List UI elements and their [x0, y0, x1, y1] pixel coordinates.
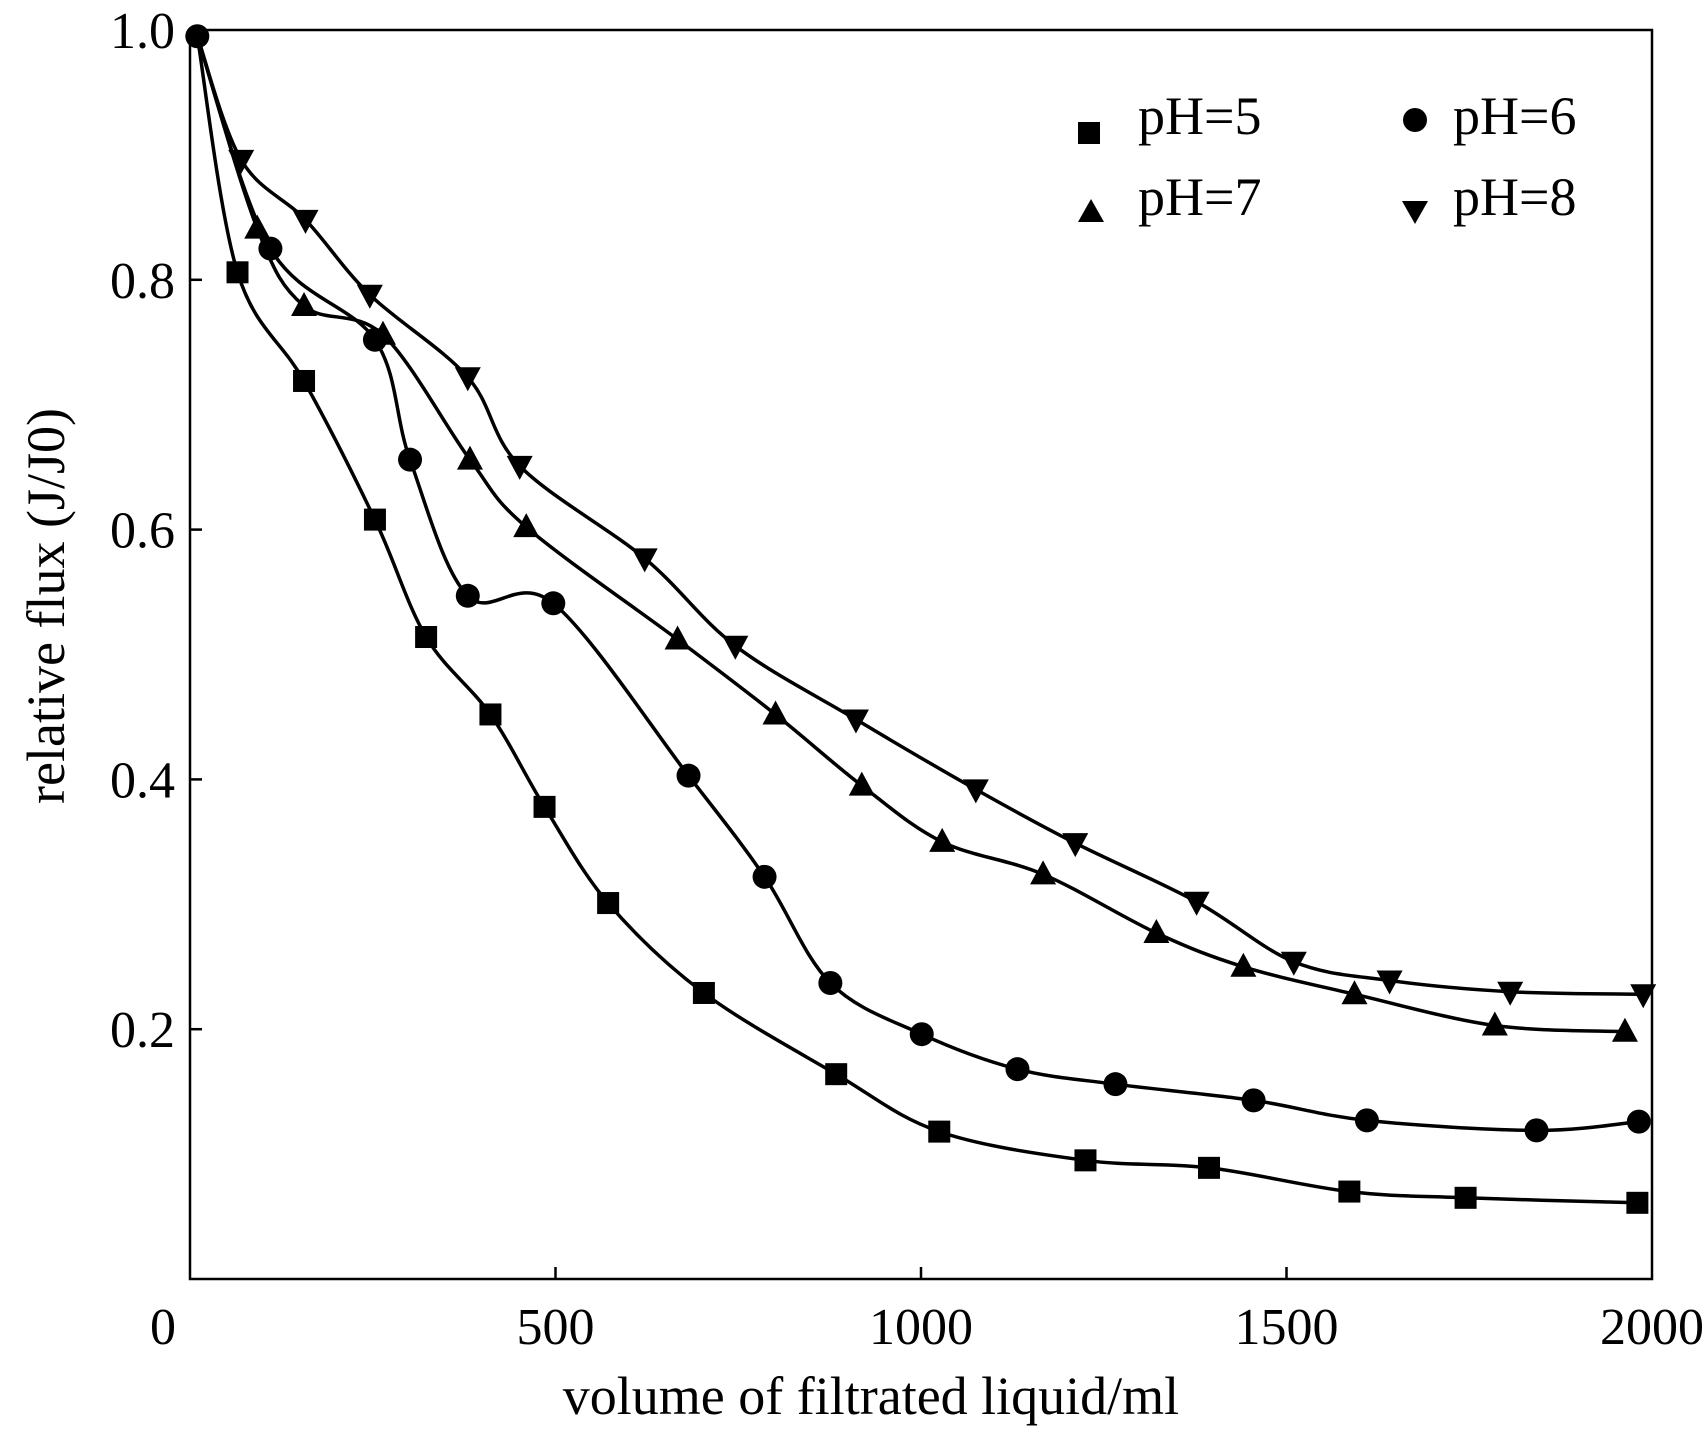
y-tick-label: 1.0 — [110, 3, 175, 60]
plot-frame — [188, 28, 1654, 1281]
square-marker-icon — [1078, 122, 1100, 144]
x-tick-label: 500 — [517, 1299, 595, 1356]
data-point-triangle-up — [848, 771, 875, 796]
data-point-square — [825, 1063, 848, 1086]
x-tick-label: 1000 — [869, 1299, 973, 1356]
data-point-circle — [676, 763, 701, 788]
data-point-square — [226, 261, 249, 284]
data-point-square — [1338, 1180, 1361, 1203]
data-point-triangle-down — [292, 209, 319, 234]
data-point-square — [293, 369, 316, 392]
data-point-triangle-up — [369, 320, 396, 345]
data-point-triangle-up — [1143, 919, 1170, 944]
data-point-triangle-down — [842, 709, 869, 734]
data-point-circle — [752, 864, 777, 889]
data-point-square — [479, 703, 502, 726]
data-point-triangle-up — [1030, 860, 1057, 885]
data-point-square — [1074, 1149, 1097, 1172]
data-point-triangle-down — [1062, 833, 1089, 858]
data-point-triangle-up — [1481, 1011, 1508, 1036]
data-point-triangle-down — [1630, 984, 1657, 1009]
data-point-triangle-down — [1497, 981, 1524, 1006]
data-point-triangle-down — [356, 284, 383, 309]
y-tick-label: 0.2 — [110, 1002, 175, 1059]
legend-label: pH=5 — [1138, 86, 1261, 146]
data-point-triangle-down — [722, 635, 749, 660]
axis-ticks: 0 500 1000 1500 2000 0.2 0.4 0.6 0.8 1.0 — [110, 3, 1704, 1356]
data-point-triangle-down — [1280, 951, 1307, 976]
x-tick-label: 0 — [150, 1299, 176, 1356]
data-point-square — [928, 1120, 951, 1143]
data-point-square — [533, 795, 556, 818]
data-point-triangle-up — [244, 214, 271, 239]
y-tick-label: 0.8 — [110, 253, 175, 310]
data-point-triangle-up — [762, 700, 789, 725]
data-point-triangle-up — [1230, 952, 1257, 977]
data-point-circle — [818, 970, 843, 995]
triangle-up-marker-icon — [1078, 199, 1104, 222]
legend-item-ph6: pH=6 — [1403, 86, 1576, 146]
series-line — [195, 34, 1627, 1034]
data-point-square — [1454, 1186, 1477, 1209]
data-point-circle — [398, 447, 423, 472]
data-point-triangle-up — [456, 445, 483, 470]
data-point-triangle-down — [1183, 891, 1210, 916]
x-tick-label: 2000 — [1600, 1299, 1704, 1356]
legend-item-ph5: pH=5 — [1078, 86, 1261, 146]
data-point-triangle-up — [929, 827, 956, 852]
data-point-circle — [1524, 1118, 1549, 1143]
data-point-circle — [1354, 1108, 1379, 1133]
data-point-circle — [1241, 1088, 1266, 1113]
data-point-triangle-down — [506, 455, 533, 480]
data-point-triangle-down — [631, 548, 658, 573]
data-point-square — [415, 626, 438, 649]
series-line — [195, 34, 1645, 996]
x-tick-label: 1500 — [1235, 1299, 1339, 1356]
data-point-triangle-up — [291, 292, 318, 317]
data-point-circle — [1103, 1072, 1128, 1097]
legend-item-ph8: pH=8 — [1402, 167, 1576, 227]
data-point-square — [363, 508, 386, 531]
data-point-circle — [455, 583, 480, 608]
data-point-triangle-up — [1611, 1017, 1638, 1042]
series-ph-5 — [195, 34, 1649, 1214]
data-point-triangle-up — [513, 513, 540, 538]
x-axis-title: volume of filtrated liquid/ml — [563, 1366, 1179, 1426]
data-point-triangle-down — [454, 367, 481, 392]
data-point-triangle-up — [1341, 980, 1368, 1005]
data-point-triangle-down — [1376, 970, 1403, 995]
data-point-square — [597, 892, 620, 915]
data-point-circle — [1005, 1057, 1030, 1082]
y-tick-label: 0.4 — [110, 752, 175, 809]
y-axis-title: relative flux (J/J0) — [16, 408, 76, 804]
series-ph-8 — [195, 34, 1657, 1009]
series-line — [195, 34, 1641, 1133]
triangle-down-marker-icon — [1402, 201, 1428, 224]
series-ph-7 — [195, 34, 1638, 1042]
data-point-square — [1626, 1191, 1649, 1214]
data-point-circle — [909, 1022, 934, 1047]
data-point-circle — [1626, 1109, 1651, 1134]
data-point-square — [1198, 1156, 1221, 1179]
data-point-circle — [541, 591, 566, 616]
legend: pH=5 pH=6 pH=7 pH=8 — [1078, 86, 1576, 227]
data-point-square — [692, 981, 715, 1004]
series-line — [195, 34, 1640, 1205]
legend-label: pH=7 — [1138, 167, 1261, 227]
series-layer — [185, 24, 1657, 1214]
legend-label: pH=6 — [1453, 86, 1576, 146]
legend-item-ph7: pH=7 — [1078, 167, 1261, 227]
circle-marker-icon — [1403, 108, 1427, 132]
series-ph-6 — [185, 24, 1651, 1143]
legend-label: pH=8 — [1453, 167, 1576, 227]
y-tick-label: 0.6 — [110, 503, 175, 560]
data-point-triangle-down — [962, 779, 989, 804]
data-point-triangle-down — [228, 149, 255, 174]
data-point-triangle-up — [664, 625, 691, 650]
